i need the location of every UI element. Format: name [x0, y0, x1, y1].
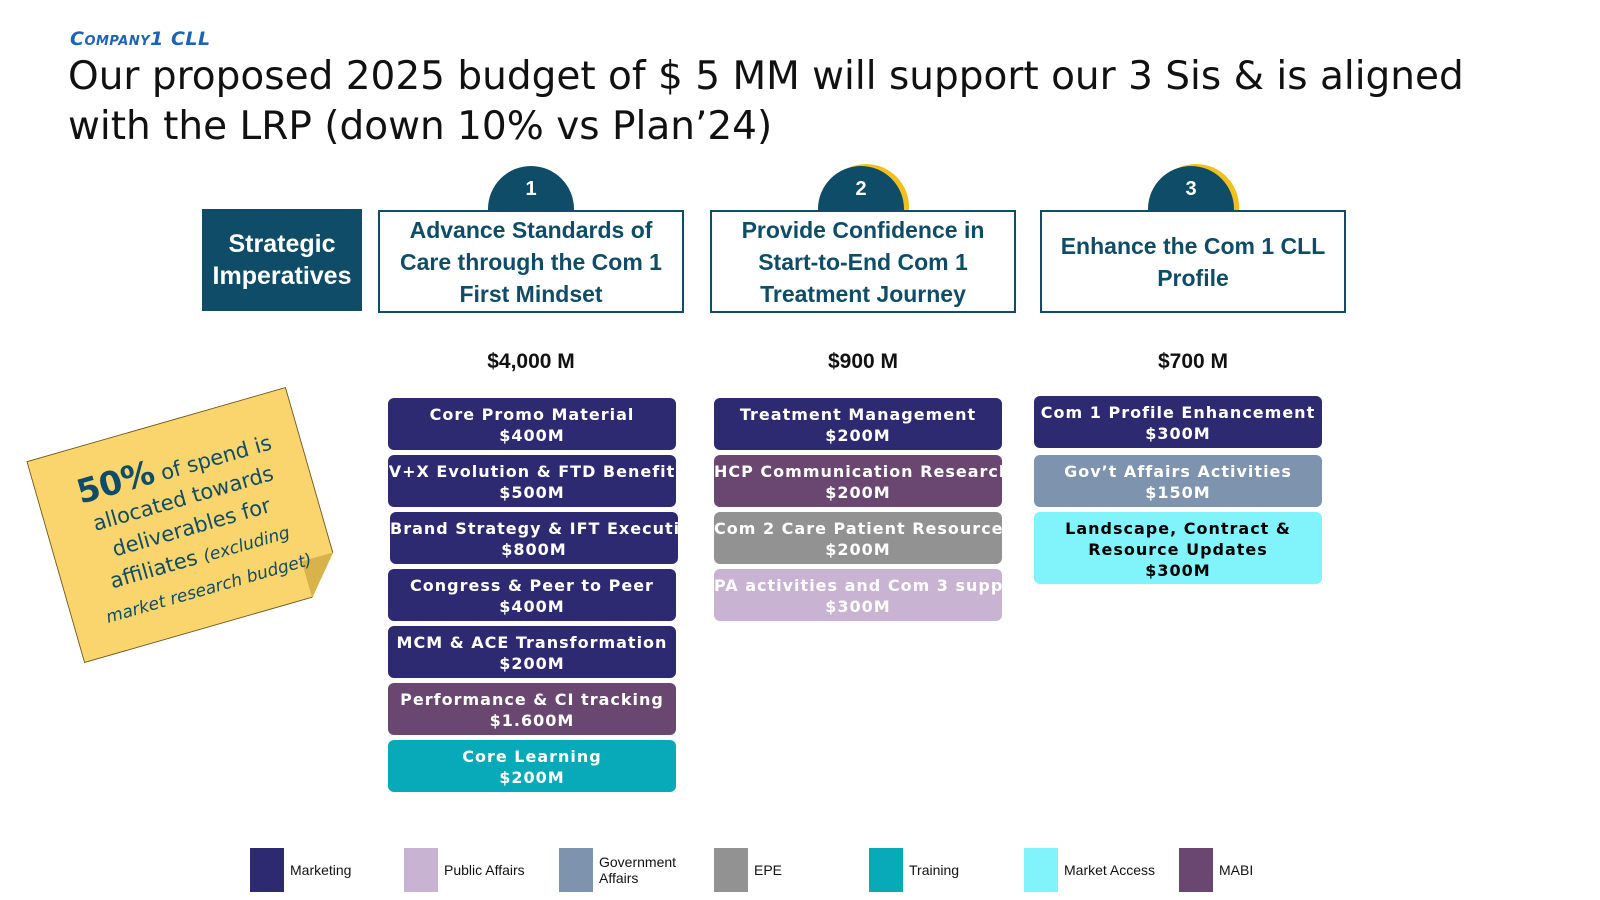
- budget-item: Congress & Peer to Peer $400M: [388, 569, 676, 621]
- budget-item: Gov’t Affairs Activities $150M: [1034, 455, 1322, 507]
- legend-swatch: [869, 848, 903, 892]
- budget-item: Core Promo Material $400M: [388, 398, 676, 450]
- legend-swatch: [1179, 848, 1213, 892]
- budget-item-value: $800M: [501, 540, 567, 559]
- legend-item: Market Access: [1024, 848, 1155, 892]
- legend-swatch: [714, 848, 748, 892]
- budget-item-value: $200M: [825, 540, 891, 559]
- budget-item: PA activities and Com 3 support $300M: [714, 569, 1002, 621]
- budget-item-name: Core Promo Material: [429, 405, 635, 424]
- budget-item-name: PA activities and Com 3 support: [714, 576, 1002, 595]
- budget-item-value: $200M: [825, 426, 891, 445]
- budget-item-value: $300M: [825, 597, 891, 616]
- pillar-3-title: Enhance the Com 1 CLL Profile: [1040, 210, 1346, 313]
- budget-item-value: $300M: [1145, 424, 1211, 443]
- pillar-2-title: Provide Confidence in Start-to-End Com 1…: [710, 210, 1016, 313]
- budget-item-name: Gov’t Affairs Activities: [1064, 462, 1292, 481]
- budget-item: Performance & CI tracking $1.600M: [388, 683, 676, 735]
- budget-item: Core Learning $200M: [388, 740, 676, 792]
- budget-item-name: Com 2 Care Patient Resources: [714, 519, 1002, 538]
- budget-item: Treatment Management $200M: [714, 398, 1002, 450]
- budget-item: V+X Evolution & FTD Benefit $500M: [388, 455, 676, 507]
- legend-label: Public Affairs: [444, 862, 525, 878]
- budget-item: HCP Communication Research $200M: [714, 455, 1002, 507]
- legend-label: Training: [909, 862, 960, 878]
- budget-item-name: Core Learning: [462, 747, 602, 766]
- budget-item-name: Treatment Management: [739, 405, 977, 424]
- sticky-note: 50% of spend is allocated towards delive…: [26, 387, 343, 663]
- pillar-1-total: $4,000 M: [487, 350, 575, 373]
- budget-item-value: $200M: [499, 768, 565, 787]
- pillar-1-title: Advance Standards of Care through the Co…: [378, 210, 684, 313]
- budget-item: Landscape, Contract & Resource Updates $3…: [1034, 512, 1322, 584]
- company-label: Company1 CLL: [70, 28, 211, 50]
- budget-item: Brand Strategy & IFT Execution $800M: [390, 512, 678, 564]
- strategic-imperatives-label: Strategic Imperatives: [202, 209, 362, 311]
- legend-item: EPE: [714, 848, 782, 892]
- budget-item-value: $400M: [499, 426, 565, 445]
- budget-item-name: Congress & Peer to Peer: [410, 576, 654, 595]
- legend-item: Public Affairs: [404, 848, 525, 892]
- legend-swatch: [250, 848, 284, 892]
- budget-item-value: $500M: [499, 483, 565, 502]
- budget-item: Com 1 Profile Enhancement $300M: [1034, 396, 1322, 448]
- budget-item-name: Brand Strategy & IFT Execution: [390, 519, 678, 538]
- legend-item: MABI: [1179, 848, 1253, 892]
- legend-swatch: [559, 848, 593, 892]
- budget-item-name: Performance & CI tracking: [400, 690, 664, 709]
- budget-item-value: $1.600M: [489, 711, 575, 730]
- legend-item: Marketing: [250, 848, 351, 892]
- budget-item-name: HCP Communication Research: [714, 462, 1002, 481]
- legend-item: Government Affairs: [559, 848, 679, 892]
- budget-item-value: $300M: [1145, 561, 1211, 580]
- budget-item-value: $200M: [825, 483, 891, 502]
- legend-label: Marketing: [290, 862, 352, 878]
- budget-item: Com 2 Care Patient Resources $200M: [714, 512, 1002, 564]
- budget-item-name: Landscape, Contract & Resource Updates: [1065, 519, 1291, 559]
- pillar-3-total: $700 M: [1157, 350, 1229, 373]
- legend-label: Government Affairs: [599, 854, 677, 886]
- pillar-2-total: $900 M: [827, 350, 899, 373]
- budget-item-value: $150M: [1145, 483, 1211, 502]
- legend-label: MABI: [1219, 862, 1254, 878]
- legend-label: Market Access: [1064, 862, 1156, 878]
- legend-swatch: [1024, 848, 1058, 892]
- budget-item-name: Com 1 Profile Enhancement: [1040, 403, 1316, 422]
- budget-item-name: MCM & ACE Transformation: [396, 633, 668, 652]
- budget-item: MCM & ACE Transformation $200M: [388, 626, 676, 678]
- budget-item-name: V+X Evolution & FTD Benefit: [388, 462, 676, 481]
- budget-item-value: $200M: [499, 654, 565, 673]
- legend-label: EPE: [754, 862, 783, 878]
- slide-title: Our proposed 2025 budget of $ 5 MM will …: [68, 54, 1464, 149]
- legend-item: Training: [869, 848, 959, 892]
- budget-item-value: $400M: [499, 597, 565, 616]
- legend-swatch: [404, 848, 438, 892]
